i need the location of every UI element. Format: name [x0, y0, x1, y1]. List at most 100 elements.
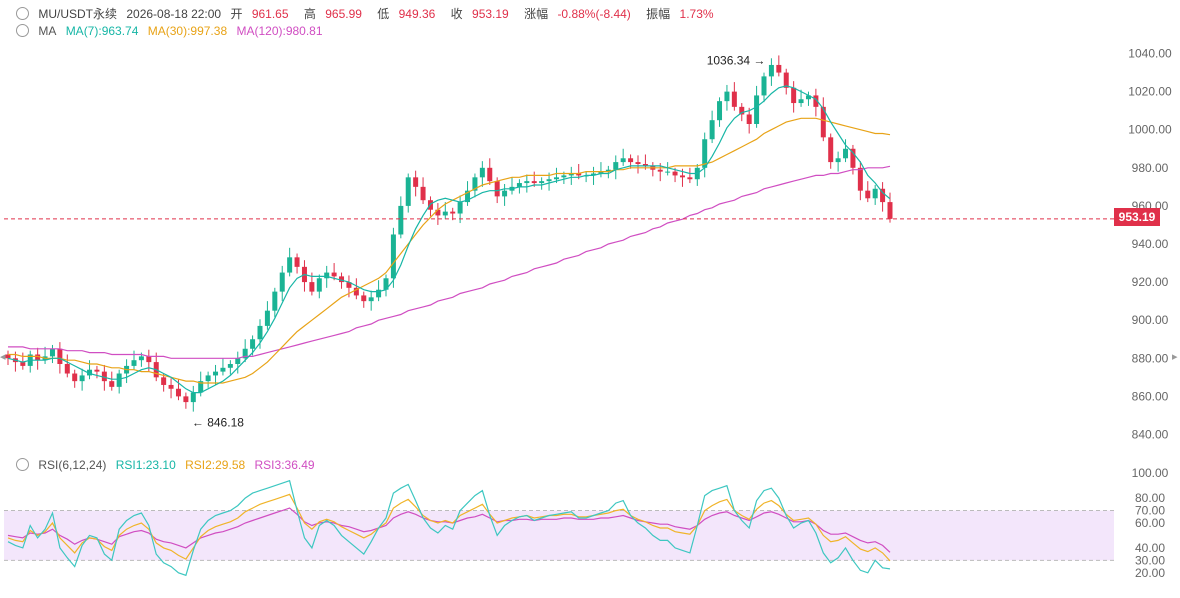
visibility-icon[interactable] — [16, 458, 29, 471]
amplitude-label: 振幅 1.73% — [646, 7, 714, 21]
candle-body — [865, 190, 871, 199]
rsi2-value: RSI2:29.58 — [185, 458, 246, 472]
candle-body — [472, 177, 478, 191]
ma-label: MA — [38, 24, 57, 38]
candle-body — [339, 276, 345, 283]
candle-body — [687, 177, 693, 180]
rsi1-line — [7, 479, 891, 577]
candle-body — [872, 188, 878, 199]
candle-body — [109, 381, 115, 387]
candle-body — [561, 175, 567, 178]
ohlc-header: MU/USDT永续 2026-08-18 22:00 开 961.65 高 96… — [16, 5, 726, 22]
open-label: 开 961.65 — [230, 7, 289, 21]
candle-body — [746, 114, 752, 124]
price-axis-tick: 1020.00 — [1128, 85, 1172, 99]
candle-body — [635, 162, 641, 164]
candle-body — [598, 171, 604, 174]
candle-body — [605, 169, 611, 172]
ma-legend[interactable]: MA MA(7):963.74 MA(30):997.38 MA(120):98… — [16, 24, 329, 38]
candle-body — [190, 392, 196, 403]
candle-body — [101, 371, 107, 382]
candle-body — [272, 291, 278, 311]
ma7-line — [7, 85, 891, 394]
visibility-icon[interactable] — [16, 7, 29, 20]
candle-body — [531, 181, 537, 184]
candle-body — [450, 211, 456, 214]
candle-body — [205, 375, 211, 382]
candle-body — [724, 91, 730, 102]
candle-body — [791, 87, 797, 104]
candle-body — [776, 64, 782, 73]
candle-body — [516, 183, 522, 187]
ma30-value: MA(30):997.38 — [147, 24, 228, 38]
rsi1-value: RSI1:23.10 — [115, 458, 176, 472]
visibility-icon[interactable] — [16, 24, 29, 37]
candle-body — [227, 364, 233, 368]
candle-body — [568, 173, 574, 176]
candle-body — [79, 375, 85, 382]
rsi-axis-tick: 100.00 — [1132, 466, 1169, 480]
candle-body — [94, 369, 100, 372]
price-axis-tick: 980.00 — [1132, 161, 1169, 175]
candle-body — [553, 177, 559, 180]
candle-body — [168, 384, 174, 389]
candle-body — [487, 167, 493, 182]
candle-body — [702, 139, 708, 168]
rsi-legend[interactable]: RSI(6,12,24) RSI1:23.10 RSI2:29.58 RSI3:… — [16, 458, 321, 472]
candle-body — [353, 287, 359, 296]
candle-body — [620, 158, 626, 163]
scroll-left-icon[interactable]: ◂ — [0, 351, 6, 363]
rsi-axis-tick: 30.00 — [1135, 553, 1165, 567]
candle-body — [524, 181, 530, 184]
candle-body — [798, 99, 804, 104]
candle-body — [546, 179, 552, 182]
price-axis-tick: 1040.00 — [1128, 47, 1172, 61]
candle-body — [146, 356, 152, 363]
candle-body — [220, 367, 226, 372]
candle-body — [805, 95, 811, 100]
candle-body — [717, 101, 723, 121]
candle-body — [213, 371, 219, 376]
rsi-band — [4, 510, 1114, 561]
candle-body — [672, 171, 678, 176]
close-label: 收 953.19 — [450, 7, 509, 21]
candle-body — [198, 381, 204, 393]
candle-body — [287, 257, 293, 273]
high-label: 高 965.99 — [303, 7, 362, 21]
candle-body — [413, 177, 419, 187]
symbol-label: MU/USDT永续 — [38, 7, 118, 21]
candle-body — [175, 388, 181, 397]
candle-body — [679, 175, 685, 178]
price-axis-tick: 900.00 — [1132, 313, 1169, 327]
high-annotation: 1036.34 → — [707, 53, 766, 67]
rsi-axis-tick: 40.00 — [1135, 541, 1165, 555]
candle-body — [457, 202, 463, 214]
candle-body — [813, 95, 819, 107]
candle-body — [35, 354, 41, 361]
candle-body — [479, 167, 485, 178]
low-annotation: ← 846.18 — [192, 416, 244, 430]
price-axis-tick: 840.00 — [1132, 427, 1169, 441]
low-label: 低 949.36 — [377, 7, 436, 21]
candle-body — [754, 95, 760, 124]
candle-body — [591, 173, 597, 176]
candle-body — [57, 348, 63, 364]
candle-body — [843, 148, 849, 159]
candle-body — [20, 362, 26, 366]
candle-body — [887, 202, 893, 219]
price-axis-tick: 860.00 — [1132, 389, 1169, 403]
candle-body — [857, 167, 863, 191]
candle-body — [435, 209, 441, 216]
candle-body — [768, 64, 774, 77]
rsi3-line — [7, 507, 891, 553]
candle-body — [235, 358, 241, 364]
candle-body — [64, 364, 70, 374]
candle-body — [709, 120, 715, 140]
candle-body — [368, 297, 374, 302]
candle-body — [116, 373, 122, 387]
candle-body — [820, 106, 826, 138]
candle-body — [783, 72, 789, 88]
scroll-right-icon[interactable]: ▸ — [1172, 351, 1178, 363]
